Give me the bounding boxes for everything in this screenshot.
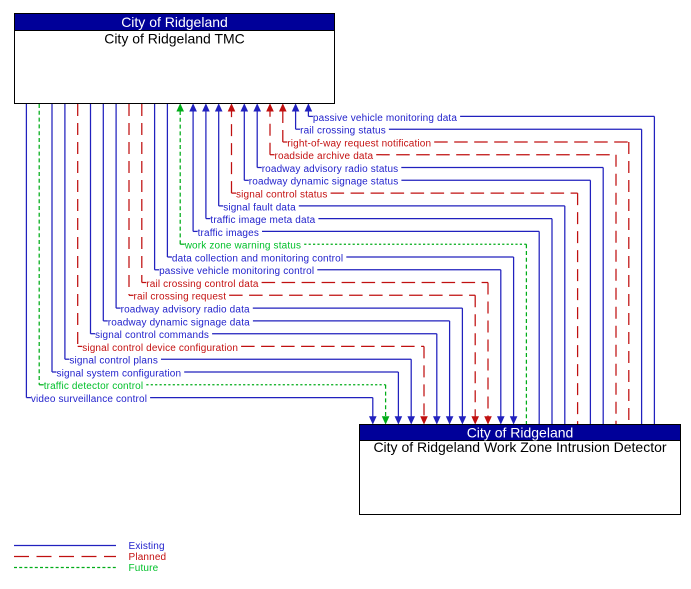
svg-text:Planned: Planned [129, 552, 167, 563]
svg-text:passive vehicle monitoring con: passive vehicle monitoring control [159, 266, 314, 277]
svg-text:City of Ridgeland Work Zone In: City of Ridgeland Work Zone Intrusion De… [373, 439, 666, 455]
svg-text:signal control commands: signal control commands [95, 330, 209, 341]
svg-text:roadside archive data: roadside archive data [275, 151, 374, 162]
svg-text:rail crossing control data: rail crossing control data [146, 279, 259, 290]
svg-text:traffic image meta data: traffic image meta data [210, 215, 315, 226]
svg-text:Future: Future [129, 563, 159, 574]
svg-text:rail crossing status: rail crossing status [300, 126, 386, 137]
svg-text:right-of-way request notificat: right-of-way request notification [287, 138, 431, 149]
svg-text:passive vehicle monitoring dat: passive vehicle monitoring data [313, 113, 457, 124]
svg-text:roadway advisory radio data: roadway advisory radio data [121, 305, 250, 316]
svg-text:signal control plans: signal control plans [69, 356, 158, 367]
svg-text:City of Ridgeland TMC: City of Ridgeland TMC [104, 31, 245, 47]
svg-text:City of Ridgeland: City of Ridgeland [121, 14, 228, 30]
svg-text:data collection and monitoring: data collection and monitoring control [172, 253, 343, 264]
svg-text:City of Ridgeland: City of Ridgeland [467, 424, 574, 440]
svg-text:rail crossing request: rail crossing request [134, 292, 227, 303]
svg-text:Existing: Existing [129, 541, 165, 552]
svg-text:roadway dynamic signage status: roadway dynamic signage status [249, 177, 399, 188]
svg-text:signal control status: signal control status [236, 190, 328, 201]
svg-text:traffic images: traffic images [198, 228, 259, 239]
svg-text:roadway advisory radio status: roadway advisory radio status [262, 164, 399, 175]
svg-text:signal control device configur: signal control device configuration [82, 343, 238, 354]
svg-text:traffic detector control: traffic detector control [44, 381, 144, 392]
svg-text:roadway dynamic signage data: roadway dynamic signage data [108, 317, 250, 328]
svg-text:signal fault data: signal fault data [223, 202, 296, 213]
svg-text:work zone warning status: work zone warning status [184, 241, 301, 252]
svg-text:signal system configuration: signal system configuration [57, 368, 182, 379]
svg-text:video surveillance control: video surveillance control [31, 394, 147, 405]
